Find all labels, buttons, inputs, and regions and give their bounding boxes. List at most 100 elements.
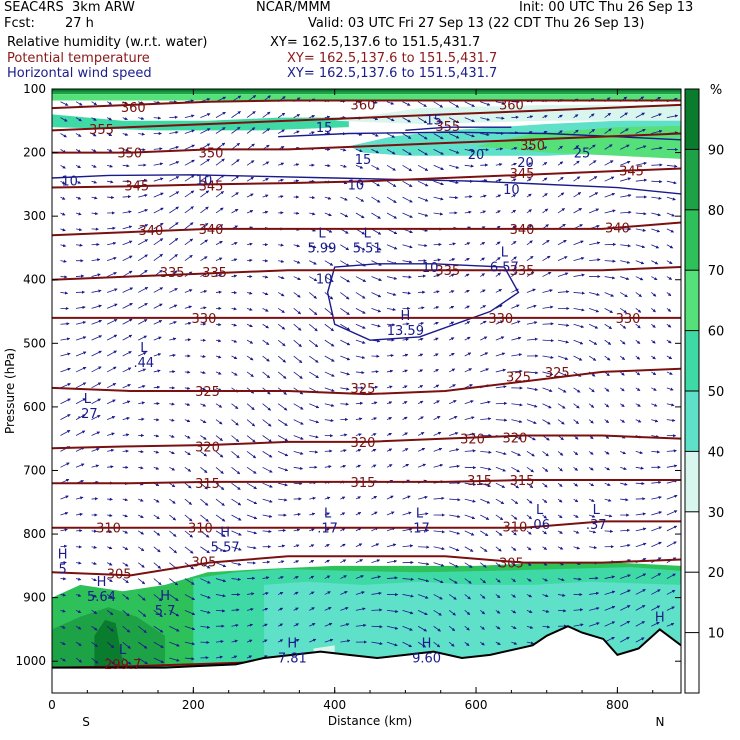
extremum-kind: L xyxy=(119,643,127,658)
wind-vector xyxy=(246,466,257,474)
wind-vector xyxy=(635,403,641,407)
wind-vector xyxy=(449,180,459,184)
wind-vector xyxy=(557,609,567,613)
wind-vector xyxy=(293,114,301,118)
wind-vector xyxy=(91,289,102,293)
wind-vector xyxy=(418,274,427,278)
wind-vector xyxy=(371,149,380,154)
wind-vector xyxy=(278,259,285,263)
wind-vector xyxy=(200,239,208,246)
wind-vector xyxy=(386,511,395,516)
wind-vector xyxy=(573,192,582,198)
wind-vector xyxy=(169,546,177,554)
wind-vector xyxy=(153,287,164,293)
wind-vector xyxy=(666,114,679,119)
wind-vector xyxy=(371,100,378,104)
wind-vector xyxy=(511,578,516,582)
wind-vector xyxy=(495,194,502,198)
wind-vector xyxy=(91,398,101,405)
wind-vector xyxy=(355,370,365,375)
wind-vector xyxy=(184,386,191,390)
wind-vector xyxy=(138,368,147,373)
wind-vector xyxy=(91,101,98,106)
wind-vector xyxy=(246,291,253,295)
wind-vector xyxy=(355,196,365,202)
wind-vector xyxy=(169,625,180,632)
wind-vector xyxy=(604,575,616,579)
wind-vector xyxy=(588,144,596,150)
wind-vector xyxy=(122,416,130,421)
wind-vector xyxy=(666,244,674,249)
wind-vector xyxy=(184,99,195,103)
wind-vector xyxy=(309,355,319,363)
wind-vector xyxy=(122,270,133,277)
wind-vector xyxy=(309,276,318,282)
wind-vector xyxy=(106,133,113,136)
wind-vector xyxy=(371,641,383,646)
wind-vector xyxy=(464,482,477,486)
wind-vector xyxy=(122,498,129,502)
wind-vector xyxy=(635,112,646,118)
wind-vector xyxy=(153,207,164,214)
wind-vector xyxy=(573,623,584,627)
wind-vector xyxy=(386,292,397,296)
wind-vector xyxy=(480,352,489,357)
x-axis-title: Distance (km) xyxy=(328,714,412,728)
wind-core-contour xyxy=(326,263,520,341)
wind-vector xyxy=(231,339,238,343)
wind-vector xyxy=(355,559,364,564)
wind-vector xyxy=(433,530,446,534)
wind-vector xyxy=(542,578,548,582)
field-1-name: Relative humidity (w.r.t. water) xyxy=(7,35,208,50)
wind-vector xyxy=(448,352,455,357)
wind-vector xyxy=(75,512,83,516)
wind-vector xyxy=(324,355,335,362)
wind-vector xyxy=(91,431,101,436)
wind-vector xyxy=(651,621,660,627)
wind-vector xyxy=(651,196,662,200)
wind-vector xyxy=(340,639,351,643)
theta-contour-350 xyxy=(52,132,681,154)
wind-vector xyxy=(557,256,568,262)
wind-vector xyxy=(511,641,518,645)
wind-vector xyxy=(666,308,672,312)
wind-vector xyxy=(246,160,255,166)
wind-vector xyxy=(153,385,161,389)
wind-vector xyxy=(91,497,99,501)
wind-vector xyxy=(184,482,192,489)
wind-vector xyxy=(278,560,285,564)
wind-vector xyxy=(511,304,520,309)
wind-vector xyxy=(169,206,179,214)
theta-label: 320 xyxy=(460,433,485,448)
wind-vector xyxy=(153,450,160,454)
wind-vector xyxy=(231,451,240,459)
fcst-label: Fcst: xyxy=(4,16,35,31)
wind-vector xyxy=(371,625,383,629)
wind-vector xyxy=(433,258,442,262)
wind-vector xyxy=(138,239,149,246)
wind-vector xyxy=(371,244,382,251)
wind-vector xyxy=(75,561,82,565)
wind-vector xyxy=(666,622,675,627)
wind-vector xyxy=(480,417,492,421)
wind-vector xyxy=(495,336,505,341)
wind-vector xyxy=(324,276,334,283)
wind-vector xyxy=(402,133,412,139)
theta-contour-325 xyxy=(52,367,681,396)
wind-vector xyxy=(666,228,675,233)
wind-vector xyxy=(480,210,487,214)
wind-vector xyxy=(153,192,164,198)
wind-vector xyxy=(153,466,160,470)
wind-vector xyxy=(153,320,163,325)
wind-vector xyxy=(60,495,69,500)
wind-vector xyxy=(200,578,211,584)
wind-vector xyxy=(635,573,647,579)
wind-vector xyxy=(557,114,563,118)
wind-vector xyxy=(433,562,445,567)
wind-vector xyxy=(495,147,504,151)
theta-label: 340 xyxy=(605,222,630,237)
theta-label: 340 xyxy=(199,223,224,238)
wind-vector xyxy=(588,129,596,134)
wind-vector xyxy=(169,578,179,586)
wind-vector xyxy=(60,275,68,279)
